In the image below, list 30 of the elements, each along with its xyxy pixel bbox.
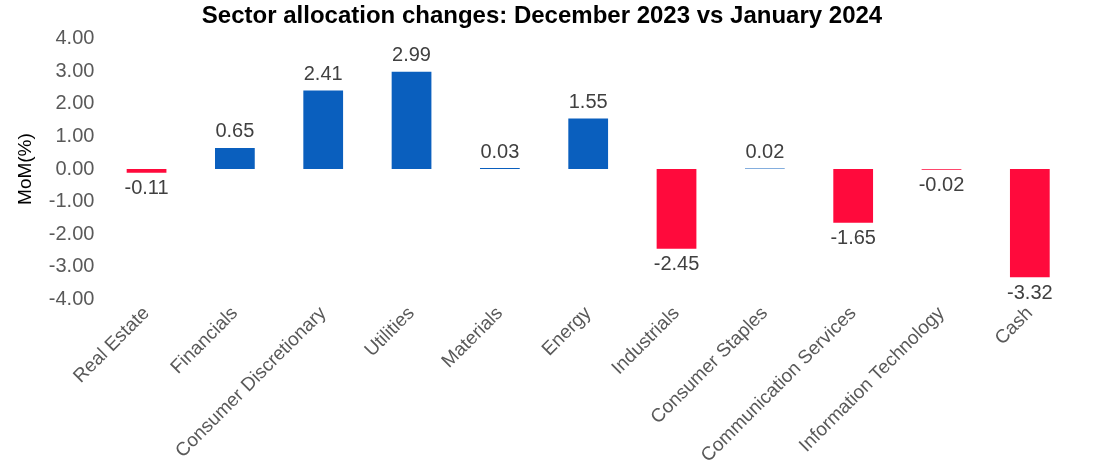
bar xyxy=(126,169,167,173)
y-tick-label: 4.00 xyxy=(55,26,95,49)
data-label: 0.03 xyxy=(480,139,520,162)
y-tick-label: 0.00 xyxy=(55,156,95,179)
chart-title: Sector allocation changes: December 2023 vs January 2024 xyxy=(201,1,883,29)
y-tick-label: -3.00 xyxy=(48,254,95,277)
y-tick-label: 3.00 xyxy=(55,58,95,81)
bar xyxy=(656,169,697,249)
bar xyxy=(833,169,874,223)
data-label: 1.55 xyxy=(568,90,608,113)
bar xyxy=(303,90,344,170)
data-label: 2.41 xyxy=(303,62,343,85)
y-tick-label: -2.00 xyxy=(48,221,95,244)
y-tick-label: 2.00 xyxy=(55,91,95,114)
data-label: 0.65 xyxy=(215,119,255,142)
data-label: -2.45 xyxy=(653,252,700,275)
data-label: -3.32 xyxy=(1007,280,1053,303)
data-label: 0.02 xyxy=(745,139,785,162)
data-label: -0.02 xyxy=(918,173,965,196)
bar xyxy=(391,71,432,170)
bar xyxy=(215,147,255,170)
y-tick-label: -4.00 xyxy=(48,286,95,309)
data-label: 2.99 xyxy=(392,43,431,66)
y-tick-label: 1.00 xyxy=(55,124,95,146)
y-tick-label: -1.00 xyxy=(48,189,95,212)
bar xyxy=(568,118,609,170)
y-axis-title: MoM(%) xyxy=(13,133,35,205)
data-label: -1.65 xyxy=(830,226,876,249)
data-label: -0.11 xyxy=(124,176,169,199)
bar xyxy=(1009,169,1050,278)
